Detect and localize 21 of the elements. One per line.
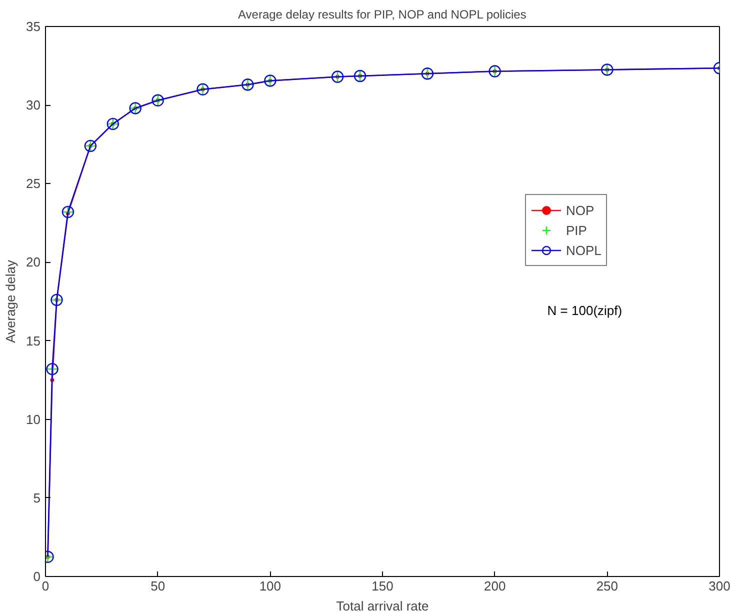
x-tick-label: 100 (259, 578, 282, 594)
annotation: N = 100(zipf) (547, 303, 622, 318)
x-tick-label: 300 (708, 578, 730, 594)
chart-title: Average delay results for PIP, NOP and NOPL policies (238, 8, 526, 22)
x-axis-title: Total arrival rate (336, 598, 429, 614)
y-tick-label: 30 (26, 98, 41, 113)
y-axis-title: Average delay (3, 260, 18, 343)
y-tick-label: 10 (26, 412, 41, 427)
x-tick-label: 50 (150, 578, 166, 594)
legend-label: NOPL (566, 242, 602, 258)
y-tick-label: 15 (26, 333, 41, 348)
y-tick-label: 35 (26, 19, 41, 34)
y-tick-label: 5 (33, 490, 41, 506)
x-tick-label: 150 (372, 578, 394, 594)
x-tick-label: 250 (596, 578, 618, 594)
legend-label: PIP (566, 222, 587, 238)
legend-label: NOP (566, 202, 594, 218)
x-tick-label: 200 (484, 578, 506, 594)
y-tick-label: 20 (26, 254, 41, 270)
y-tick-label: 25 (26, 176, 41, 192)
y-tick-label: 0 (33, 569, 41, 584)
